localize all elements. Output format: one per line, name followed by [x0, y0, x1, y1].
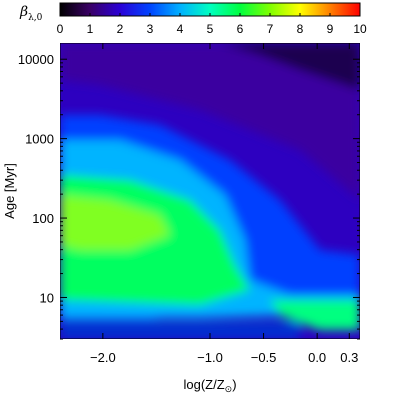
colorbar-tick-label: 8: [297, 22, 304, 36]
colorbar-tick-label: 6: [237, 22, 244, 36]
y-tick-label: 1000: [25, 132, 54, 147]
x-axis-label-subscript: ⊙: [225, 384, 233, 394]
colorbar-tick-label: 2: [117, 22, 124, 36]
heatmap-region-bottom-strip: [60, 322, 300, 339]
colorbar-ticks: 0 1 2 3 4 5 6 7 8 9 10: [57, 13, 367, 36]
y-tick-label: 10000: [18, 52, 54, 67]
colorbar-tick-label: 7: [267, 22, 274, 36]
heatmap-region-green-band: [270, 300, 360, 330]
y-axis: 10 100 1000 10000: [18, 52, 360, 340]
colorbar-tick-label: 3: [147, 22, 154, 36]
x-axis: −2.0 −1.0 −0.5 0.0 0.3: [90, 43, 358, 365]
colorbar-title: βλ,0: [19, 4, 43, 23]
x-tick-label: −1.0: [197, 350, 223, 365]
colorbar-tick-label: 1: [87, 22, 94, 36]
x-tick-label: 0.0: [308, 350, 326, 365]
x-tick-label: 0.3: [340, 350, 358, 365]
colorbar: 0 1 2 3 4 5 6 7 8 9 10 βλ,0: [19, 2, 367, 36]
heatmap-region-dark: [60, 43, 360, 200]
colorbar-title-subscript: λ,0: [28, 13, 43, 23]
y-tick-label: 100: [32, 211, 54, 226]
colorbar-tick-label: 0: [57, 22, 64, 36]
y-tick-label: 10: [40, 290, 54, 305]
x-axis-label: log(Z/Z⊙): [183, 377, 236, 394]
heatmap-field: [60, 43, 360, 339]
heatmap-region-yellowgreen: [60, 195, 170, 250]
colorbar-tick-label: 4: [177, 22, 184, 36]
colorbar-tick-label: 5: [207, 22, 214, 36]
colorbar-tick-label: 9: [327, 22, 334, 36]
plot-area: [60, 43, 360, 339]
y-axis-label: Age [Myr]: [2, 163, 17, 219]
x-tick-label: −2.0: [90, 350, 116, 365]
heatmap-region-darkest: [220, 43, 360, 90]
colorbar-tick-label: 10: [353, 22, 367, 36]
x-tick-label: −0.5: [251, 350, 277, 365]
